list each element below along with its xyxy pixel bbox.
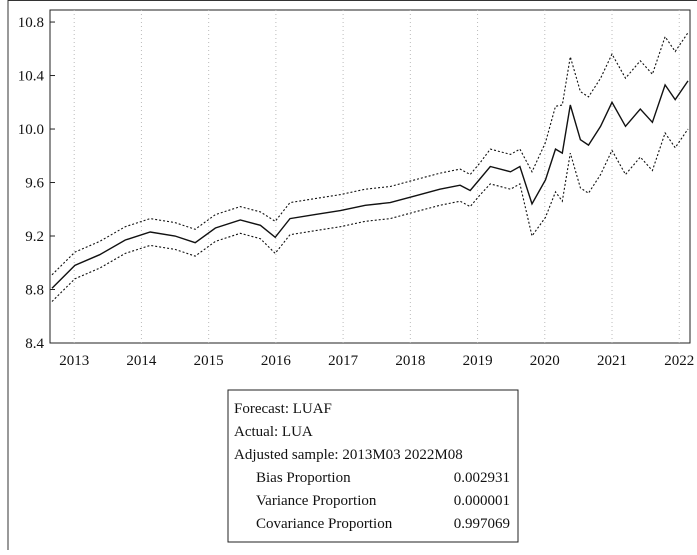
- x-tick-label: 2014: [126, 353, 157, 369]
- stats-label: Covariance Proportion: [256, 516, 393, 532]
- series-line: [51, 32, 689, 276]
- x-tick-label: 2021: [597, 353, 627, 369]
- y-tick-label: 8.4: [25, 336, 44, 352]
- y-tick-label: 8.8: [25, 283, 44, 299]
- x-tick-label: 2016: [261, 353, 292, 369]
- y-tick-label: 10.0: [18, 122, 44, 138]
- x-tick-label: 2013: [59, 353, 89, 369]
- stats-value: 0.000001: [454, 493, 510, 509]
- stats-text: Forecast: LUAF Actual: LUA Adjusted sample…: [234, 401, 510, 532]
- x-tick-label: 2015: [194, 353, 224, 369]
- stats-value: 0.002931: [454, 470, 510, 486]
- stats-line: Forecast: LUAF: [234, 401, 332, 417]
- x-tick-label: 2019: [463, 353, 493, 369]
- y-tick-label: 10.4: [18, 69, 45, 85]
- stats-label: Bias Proportion: [256, 470, 351, 486]
- y-tick-label: 9.6: [25, 176, 44, 192]
- x-tick-label: 2020: [530, 353, 560, 369]
- series-line: [51, 80, 689, 289]
- stats-line: Actual: LUA: [234, 424, 313, 440]
- y-tick-label: 10.8: [18, 15, 44, 31]
- plot-frame: [49, 9, 691, 344]
- x-tick-label: 2022: [664, 353, 694, 369]
- stats-label: Variance Proportion: [256, 493, 377, 509]
- x-tick-label: 2018: [395, 353, 425, 369]
- y-tick-label: 9.2: [25, 229, 44, 245]
- series-line: [51, 128, 689, 302]
- x-tick-label: 2017: [328, 353, 359, 369]
- stats-box: [227, 389, 519, 543]
- stats-line: Adjusted sample: 2013M03 2022M08: [234, 447, 463, 463]
- stats-value: 0.997069: [454, 516, 510, 532]
